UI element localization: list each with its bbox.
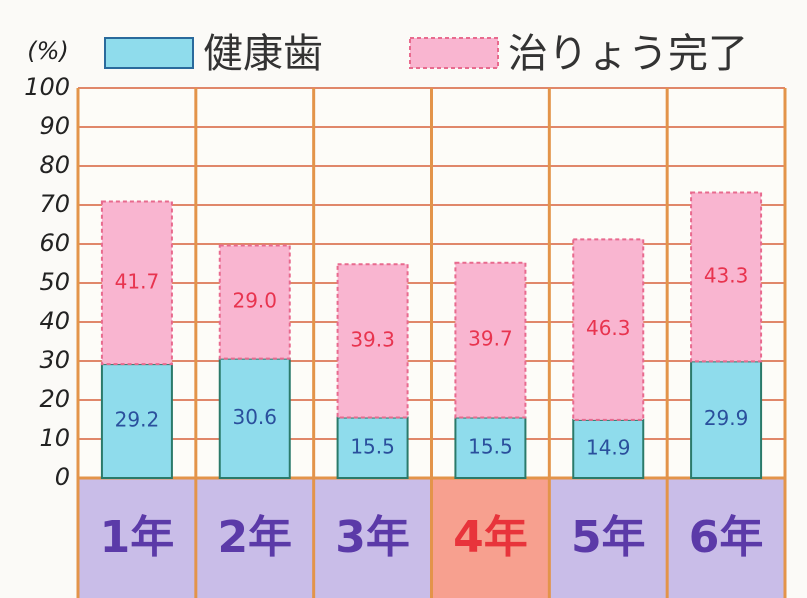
y-axis-label: (%) bbox=[27, 37, 69, 65]
legend-swatch bbox=[105, 38, 193, 68]
value-label: 29.2 bbox=[115, 408, 160, 432]
legend-label: 健康歯 bbox=[203, 31, 323, 77]
value-label: 14.9 bbox=[586, 435, 631, 459]
y-tick-label: 60 bbox=[39, 229, 70, 257]
x-tick-label: 2年 bbox=[217, 512, 292, 563]
y-tick-label: 100 bbox=[24, 73, 70, 101]
value-label: 15.5 bbox=[350, 434, 395, 458]
y-tick-label: 10 bbox=[39, 424, 70, 452]
value-label: 46.3 bbox=[586, 316, 631, 340]
y-tick-label: 90 bbox=[39, 112, 70, 140]
y-tick-label: 30 bbox=[39, 346, 70, 374]
value-label: 39.3 bbox=[350, 327, 395, 351]
value-label: 39.7 bbox=[468, 327, 513, 351]
y-tick-label: 40 bbox=[39, 307, 70, 335]
value-label: 29.9 bbox=[704, 406, 749, 430]
y-tick-label: 80 bbox=[39, 151, 70, 179]
value-label: 30.6 bbox=[232, 405, 277, 429]
chart: (%) 0 10 20 30 40 50 60 70 80 90 100 健康歯 治りょう完了 29.2 4… bbox=[0, 0, 807, 598]
y-tick-label: 20 bbox=[39, 385, 70, 413]
value-label: 41.7 bbox=[115, 269, 160, 293]
value-label: 29.0 bbox=[232, 289, 277, 313]
x-tick-label: 5年 bbox=[571, 512, 646, 563]
x-tick-label: 6年 bbox=[689, 512, 764, 563]
y-tick-label: 70 bbox=[39, 190, 70, 218]
x-tick-label: 1年 bbox=[100, 512, 175, 563]
y-tick-label: 0 bbox=[55, 463, 70, 491]
x-tick-label: 3年 bbox=[335, 512, 410, 563]
value-label: 15.5 bbox=[468, 434, 513, 458]
y-tick-label: 50 bbox=[39, 268, 70, 296]
value-label: 43.3 bbox=[704, 263, 749, 287]
x-tick-label: 4年 bbox=[453, 512, 528, 563]
legend-swatch bbox=[410, 38, 498, 68]
legend-label: 治りょう完了 bbox=[508, 31, 748, 77]
